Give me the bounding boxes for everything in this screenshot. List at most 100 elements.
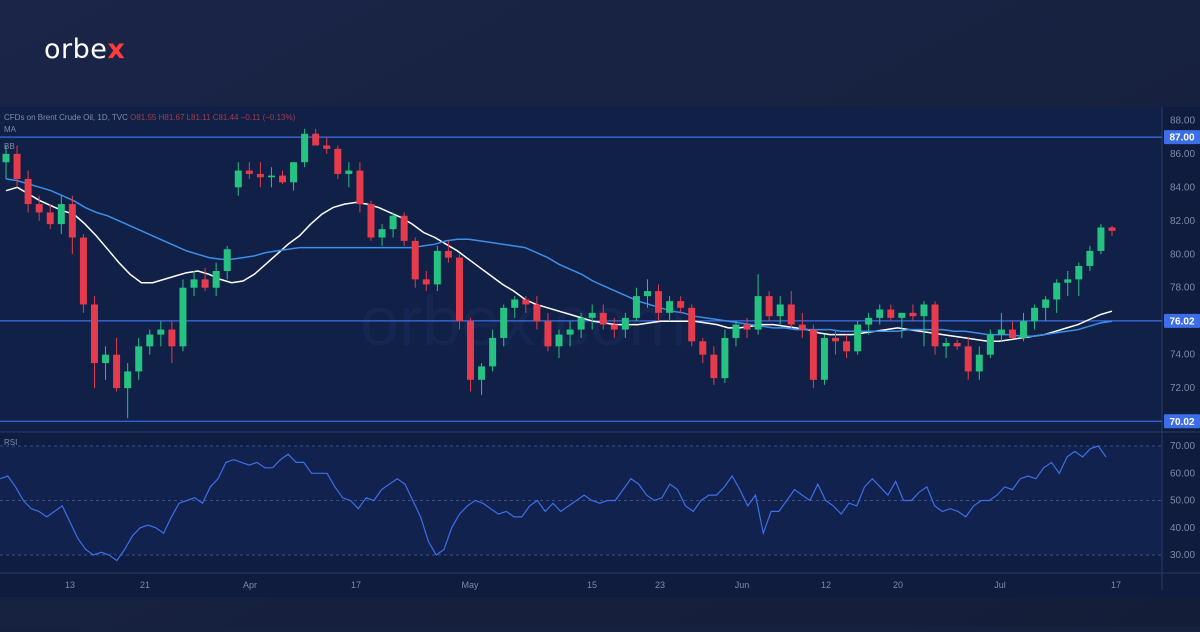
candle-down: [655, 291, 663, 313]
level-tag: [1164, 313, 1200, 328]
candle-up: [146, 334, 154, 347]
candle-down: [400, 215, 408, 241]
candle-down: [323, 145, 331, 149]
price-tick-label: 86.00: [1170, 149, 1195, 160]
price-tick-label: 80.00: [1170, 249, 1195, 260]
candle-down: [24, 178, 32, 205]
time-tick-label: Apr: [243, 580, 257, 590]
candle-down: [168, 329, 176, 347]
candle-up: [212, 271, 220, 288]
time-tick-label: 17: [1111, 580, 1121, 590]
candle-down: [909, 312, 917, 317]
rsi-line: [0, 445, 1107, 562]
candle-up: [854, 324, 862, 352]
price-tick-label: 82.00: [1170, 216, 1195, 227]
candle-down: [599, 312, 607, 325]
candle-up: [588, 312, 596, 318]
time-tick-label: 17: [351, 580, 361, 590]
price-pane: [0, 107, 1162, 432]
candle-down: [13, 153, 21, 179]
candle-down: [35, 204, 43, 213]
candle-up: [1042, 299, 1050, 308]
candle-down: [444, 250, 452, 258]
ohlc-values: O81.55 H81.67 L81.11 C81.44 −0.11 (−0.13…: [130, 113, 296, 122]
candle-up: [290, 162, 298, 183]
time-tick-label: 13: [65, 580, 75, 590]
candles-layer: [2, 128, 1116, 419]
instrument-label: CFDs on Brent Crude Oil, 1D, TVC: [4, 113, 128, 122]
time-tick-label: 21: [140, 580, 150, 590]
candle-down: [522, 299, 530, 305]
candle-up: [135, 346, 143, 372]
candle-up: [511, 299, 519, 308]
candle-up: [267, 175, 275, 178]
time-tick-label: May: [461, 580, 479, 590]
candle-up: [643, 291, 651, 297]
candle-down: [367, 204, 375, 238]
candle-down: [1008, 329, 1016, 338]
candle-down: [887, 309, 895, 318]
candle-up: [732, 324, 740, 338]
candle-down: [113, 354, 121, 389]
candle-up: [865, 317, 873, 325]
candle-down: [356, 170, 364, 205]
candle-down: [90, 304, 98, 364]
candle-up: [1086, 250, 1094, 266]
candle-up: [345, 170, 353, 174]
candle-down: [931, 304, 939, 347]
candle-down: [544, 321, 552, 347]
candle-up: [301, 133, 309, 163]
rsi-indicator-label: RSI: [4, 438, 18, 447]
candle-up: [876, 309, 884, 318]
time-tick-label: Jun: [735, 580, 750, 590]
candle-down: [843, 341, 851, 352]
candle-up: [1075, 265, 1083, 280]
candle-up: [621, 317, 629, 330]
candle-up: [389, 215, 397, 230]
bb-indicator-label: BB: [4, 142, 15, 151]
candle-up: [223, 249, 231, 271]
candle-up: [2, 153, 10, 163]
candle-down: [953, 342, 961, 347]
candle-down: [964, 346, 972, 372]
level-tag: [1164, 414, 1200, 429]
candle-up: [500, 307, 508, 338]
candle-up: [632, 296, 640, 318]
candle-up: [102, 354, 110, 364]
candle-up: [478, 366, 486, 380]
price-tick-label: 74.00: [1170, 350, 1195, 361]
candle-down: [279, 175, 286, 183]
level-tags-layer: 87.00 76.02 70.02: [1164, 130, 1200, 429]
candle-down: [809, 329, 817, 380]
time-tick-label: 15: [587, 580, 597, 590]
candle-down: [699, 341, 707, 355]
chart-legend: CFDs on Brent Crude Oil, 1D, TVC O81.55 …: [4, 113, 295, 122]
candle-up: [986, 334, 994, 355]
candle-up: [942, 342, 950, 347]
ma-slow-line: [5, 178, 1113, 338]
candle-down: [677, 301, 685, 308]
time-tick-label: 23: [655, 580, 665, 590]
candle-down: [787, 304, 795, 325]
candle-down: [533, 304, 541, 322]
candle-down: [710, 354, 718, 379]
candle-up: [1064, 279, 1072, 283]
candle-up: [920, 304, 928, 317]
candle-up: [124, 371, 132, 389]
candle-down: [1108, 227, 1116, 231]
candle-down: [467, 321, 475, 380]
candle-up: [190, 279, 198, 288]
candle-up: [234, 170, 242, 188]
candle-down: [765, 296, 773, 317]
candle-down: [455, 257, 463, 322]
candle-up: [555, 334, 563, 347]
candle-up: [1031, 307, 1039, 322]
candle-up: [898, 312, 906, 318]
candle-down: [334, 148, 342, 174]
candle-down: [743, 324, 751, 330]
rsi-tick-label: 30.00: [1170, 550, 1195, 561]
candle-down: [256, 173, 264, 178]
candle-down: [68, 204, 76, 238]
candle-up: [378, 229, 386, 238]
